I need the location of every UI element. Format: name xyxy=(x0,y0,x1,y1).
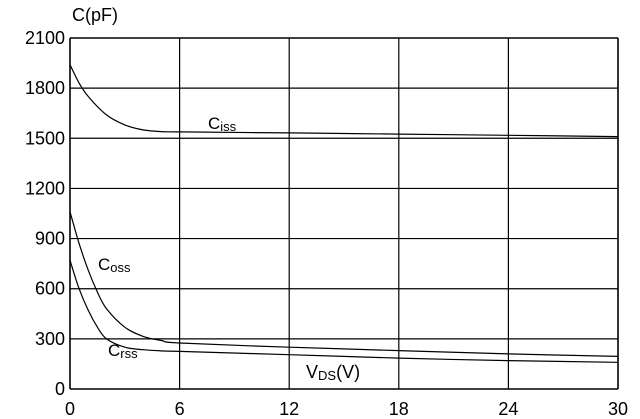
curve-coss xyxy=(69,211,619,357)
grid-lines xyxy=(69,37,619,390)
y-tick-label: 1800 xyxy=(25,78,65,98)
crss-label-sub: rss xyxy=(120,346,138,361)
curve-crss xyxy=(69,260,619,363)
y-tick-label: 900 xyxy=(35,229,65,249)
curves xyxy=(69,64,619,363)
x-axis-title-sub: DS xyxy=(318,368,336,383)
x-axis-title: VDS(V) xyxy=(306,362,360,383)
x-tick-label: 18 xyxy=(389,399,409,419)
x-tick-label: 0 xyxy=(65,399,75,419)
x-tick-label: 12 xyxy=(279,399,299,419)
ciss-label: Ciss xyxy=(208,114,237,134)
coss-label: Coss xyxy=(98,255,131,275)
coss-label-sub: oss xyxy=(110,260,131,275)
coss-label-main: C xyxy=(98,255,110,274)
x-tick-label: 24 xyxy=(498,399,518,419)
y-axis-title: C(pF) xyxy=(72,5,118,25)
x-axis-title-main: V xyxy=(306,362,318,382)
y-tick-label: 1200 xyxy=(25,178,65,198)
y-tick-label: 0 xyxy=(55,379,65,399)
x-axis-title-unit: (V) xyxy=(336,362,360,382)
y-tick-label: 2100 xyxy=(25,28,65,48)
y-tick-label: 600 xyxy=(35,279,65,299)
ciss-label-main: C xyxy=(208,114,220,133)
crss-label: Crss xyxy=(108,341,138,361)
ciss-label-sub: iss xyxy=(220,119,236,134)
curve-ciss xyxy=(69,64,619,138)
x-tick-label: 30 xyxy=(608,399,628,419)
x-tick-label: 6 xyxy=(175,399,185,419)
y-tick-label: 300 xyxy=(35,329,65,349)
crss-label-main: C xyxy=(108,341,120,360)
y-tick-label: 1500 xyxy=(25,128,65,148)
